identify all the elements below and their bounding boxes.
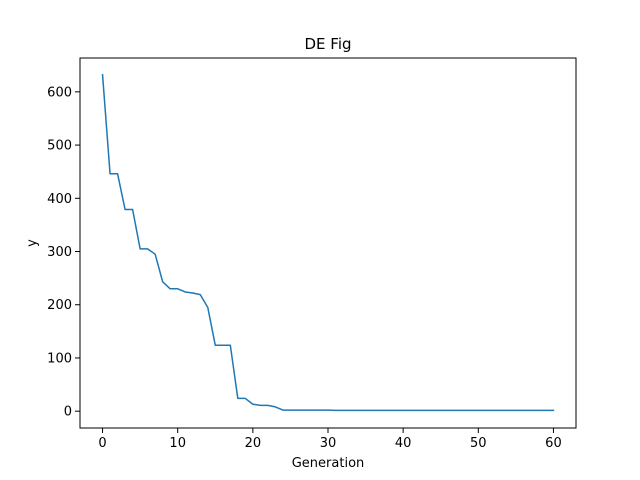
x-tick-label: 50 — [470, 436, 487, 451]
y-tick-label: 200 — [47, 298, 72, 313]
chart-title: DE Fig — [304, 35, 351, 53]
y-tick-label: 300 — [47, 245, 72, 260]
series-line — [101, 74, 555, 412]
y-axis-label: y — [25, 239, 40, 247]
y-tick-label: 100 — [47, 351, 72, 366]
x-tick-label: 40 — [395, 436, 412, 451]
x-tick-label: 60 — [545, 436, 562, 451]
x-tick-label: 20 — [245, 436, 262, 451]
x-tick-label: 0 — [98, 436, 106, 451]
y-tick-label: 500 — [47, 139, 72, 154]
x-axis-label: Generation — [292, 456, 365, 471]
y-axis-ticks: 0 100 200 300 400 500 600 — [47, 85, 80, 420]
y-tick-label: 400 — [47, 192, 72, 207]
x-tick-label: 30 — [320, 436, 337, 451]
y-tick-label: 0 — [64, 405, 72, 420]
plot-area-frame — [79, 57, 577, 429]
x-axis-ticks: 0 10 20 30 40 50 60 — [98, 428, 562, 451]
y-tick-label: 600 — [47, 85, 72, 100]
x-tick-label: 10 — [169, 436, 186, 451]
